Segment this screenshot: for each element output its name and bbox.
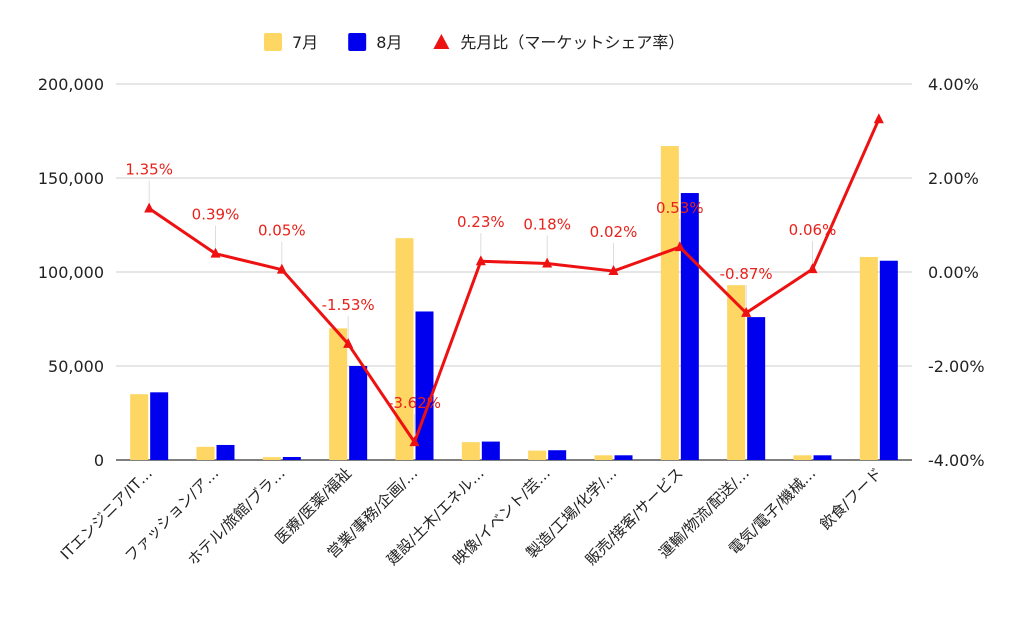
category-labels: ITエンジニア/IT…ファッション/ア…ホテル/旅館/ブラ…医療/医薬/福祉営業… [57,464,886,569]
right-axis-ticks: -4.00% -2.00% 0.00% 2.00% 4.00% [928,75,985,470]
bar [793,455,812,460]
line-marker [542,257,553,268]
bar [461,442,480,460]
line-marker [741,306,752,317]
bar [395,238,414,460]
data-label: 0.06% [789,221,837,239]
legend-label: 先月比（マーケットシェア率） [460,33,684,52]
right-tick-label: 4.00% [928,75,979,94]
left-tick-label: 0 [94,451,104,470]
bar [329,328,348,460]
line-marker [343,337,354,348]
bar [150,392,169,460]
line-marker [807,263,818,274]
data-label: 0.39% [192,206,240,224]
legend-label: 8月 [376,33,402,52]
category-label: 飲食/フード [816,464,885,533]
data-label: 0.53% [656,199,704,217]
gridlines [116,83,912,461]
line-marker [475,255,486,266]
line-marker [608,265,619,276]
bar-series [130,146,898,461]
bar [727,285,746,460]
bar [859,256,878,460]
bar [548,450,567,460]
bar [130,394,149,460]
bar [349,366,368,460]
data-label: -0.87% [720,265,773,283]
bar [481,441,500,460]
line-marker [144,202,155,213]
bar [196,446,215,460]
legend-swatch [264,33,282,51]
right-tick-label: -4.00% [928,451,985,470]
legend: 7月 8月 先月比（マーケットシェア率） [264,33,684,52]
data-label: 0.23% [457,213,505,231]
right-tick-label: -2.00% [928,357,985,376]
bar [660,146,679,461]
left-tick-label: 100,000 [38,263,104,282]
legend-swatch [348,33,367,51]
data-label: -3.62% [388,394,441,412]
left-tick-label: 50,000 [48,357,104,376]
data-label: 0.05% [258,222,306,240]
left-axis-ticks: 0 50,000 100,000 150,000 200,000 [38,75,104,470]
line-path [148,118,881,444]
legend-label: 7月 [292,33,318,52]
line-marker [210,247,221,258]
bar [680,193,699,461]
bar [813,455,832,460]
bar [216,444,235,460]
data-label: 1.35% [125,161,173,179]
bar [879,260,898,460]
line-marker [873,113,884,124]
left-tick-label: 150,000 [38,169,104,188]
bar [282,456,301,460]
line-series: 1.35% 0.39% 0.05% -1.53% -3.62% 0.23% 0.18% 0.0… [125,113,884,447]
line-marker [409,436,420,447]
left-tick-label: 200,000 [38,75,104,94]
bar [415,311,434,460]
data-label: 0.02% [590,223,638,241]
bar [614,455,633,460]
right-tick-label: 0.00% [928,263,979,282]
bar [528,450,547,460]
bar [262,457,281,460]
bar [594,455,613,460]
bar [747,317,766,460]
data-label: -1.53% [322,296,375,314]
right-tick-label: 2.00% [928,169,979,188]
line-marker [674,241,685,252]
line-marker [276,263,287,274]
data-label: 0.18% [523,216,571,234]
legend-marker [433,34,450,49]
